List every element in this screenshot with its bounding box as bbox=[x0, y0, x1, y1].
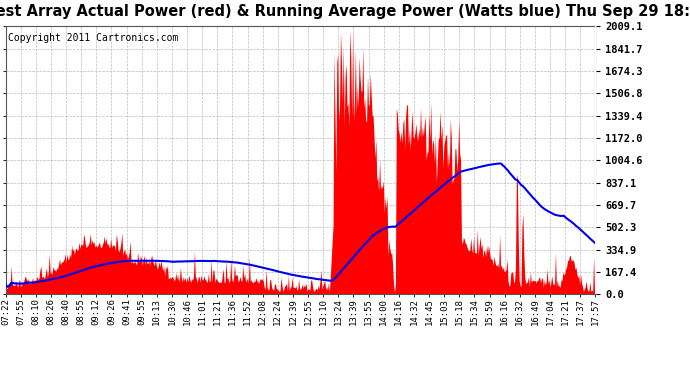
Text: Copyright 2011 Cartronics.com: Copyright 2011 Cartronics.com bbox=[8, 33, 179, 43]
Text: West Array Actual Power (red) & Running Average Power (Watts blue) Thu Sep 29 18: West Array Actual Power (red) & Running … bbox=[0, 4, 690, 19]
